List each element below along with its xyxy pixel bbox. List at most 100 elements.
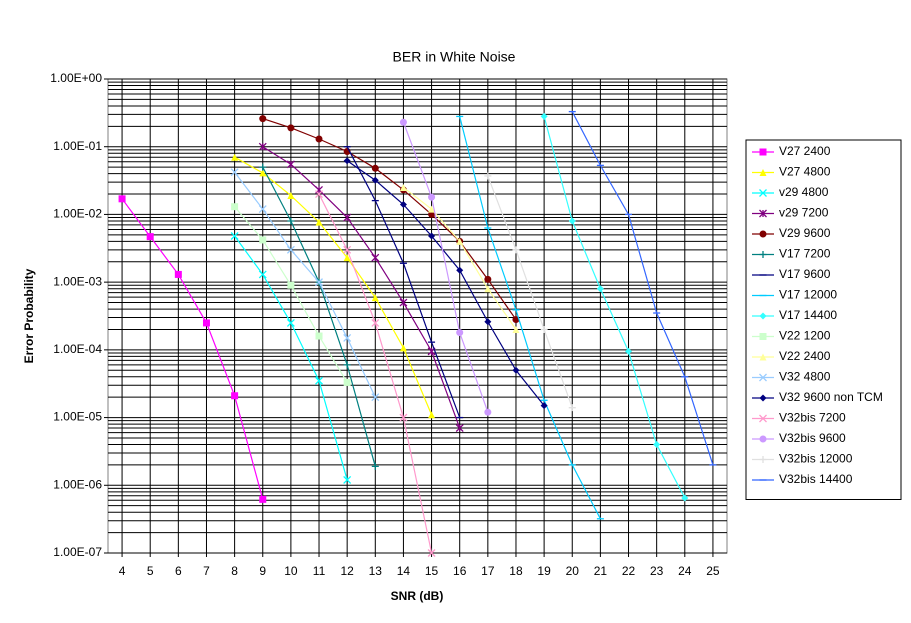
point (512, 366, 520, 374)
chart-title: BER in White Noise (393, 49, 516, 65)
point (759, 414, 767, 423)
point (231, 203, 239, 211)
legend-label: V32 4800 (779, 370, 831, 384)
point (259, 236, 267, 244)
point (625, 347, 633, 355)
point (343, 361, 351, 369)
point (343, 245, 352, 254)
series-line (262, 118, 517, 320)
point (681, 494, 689, 502)
series-line (346, 160, 545, 407)
point (428, 205, 436, 213)
x-tick-label: 11 (313, 564, 326, 578)
y-tick-label: 1.00E-02 (53, 207, 102, 221)
point (343, 475, 352, 484)
point (258, 205, 267, 214)
point (371, 294, 379, 302)
point (399, 344, 407, 352)
x-tick-label: 17 (481, 564, 495, 578)
point (512, 325, 520, 333)
point (202, 319, 210, 327)
point (286, 160, 295, 169)
x-tick-label: 5 (147, 564, 154, 578)
legend-label: V32bis 14400 (779, 472, 853, 486)
point (568, 404, 576, 412)
legend-label: V32 9600 non TCM (779, 390, 883, 404)
point (343, 333, 352, 342)
x-tick-label: 14 (397, 564, 411, 578)
point (259, 163, 267, 171)
x-tick-label: 21 (594, 564, 608, 578)
series-line (459, 116, 601, 520)
point (596, 285, 604, 293)
point (399, 183, 407, 191)
point (759, 169, 767, 176)
point (759, 251, 767, 258)
point (759, 435, 767, 443)
point (428, 411, 436, 419)
point (371, 393, 380, 402)
point (456, 329, 464, 337)
point (287, 217, 295, 225)
point (428, 193, 436, 201)
x-tick-label: 15 (425, 564, 439, 578)
point (259, 495, 267, 503)
point (759, 333, 767, 340)
point (231, 392, 239, 400)
point (759, 394, 767, 402)
point (759, 312, 767, 320)
point (174, 270, 182, 278)
point (259, 115, 267, 123)
point (484, 408, 492, 416)
y-axis-title: Error Probability (22, 268, 36, 363)
point (759, 148, 767, 156)
point (759, 353, 767, 361)
point (653, 441, 661, 449)
legend-label: V32bis 12000 (779, 452, 853, 466)
point (315, 190, 323, 199)
legend-label: V17 7200 (779, 247, 831, 261)
point (484, 285, 492, 293)
x-tick-label: 6 (175, 564, 182, 578)
legend-label: V17 9600 (779, 267, 831, 281)
point (230, 232, 239, 240)
point (258, 142, 267, 151)
point (399, 118, 407, 126)
point (759, 189, 767, 197)
point (428, 210, 436, 218)
point (427, 549, 436, 557)
x-tick-label: 19 (537, 564, 551, 578)
point (343, 254, 351, 262)
point (315, 135, 323, 143)
x-tick-label: 25 (706, 564, 720, 578)
point (315, 278, 323, 287)
x-axis-title: SNR (dB) (391, 589, 444, 603)
point (512, 316, 520, 324)
x-tick-label: 18 (509, 564, 523, 578)
x-tick-label: 23 (650, 564, 664, 578)
point (456, 237, 464, 245)
point (343, 213, 352, 222)
legend-label: V17 14400 (779, 308, 837, 322)
y-tick-label: 1.00E-05 (53, 410, 102, 424)
point (484, 172, 492, 180)
point (371, 253, 380, 262)
point (371, 176, 379, 184)
point (371, 462, 379, 470)
point (759, 456, 767, 463)
point (118, 195, 126, 203)
point (371, 164, 379, 172)
x-tick-label: 9 (259, 564, 266, 578)
series-line (402, 122, 489, 413)
x-tick-label: 4 (119, 564, 126, 578)
point (540, 325, 548, 333)
point (259, 169, 267, 177)
point (568, 217, 576, 225)
legend-label: V32bis 7200 (779, 411, 846, 425)
point (455, 424, 464, 433)
legend-label: v29 4800 (779, 185, 829, 199)
point (512, 246, 520, 254)
y-tick-label: 1.00E-04 (53, 342, 102, 356)
x-tick-label: 7 (203, 564, 210, 578)
